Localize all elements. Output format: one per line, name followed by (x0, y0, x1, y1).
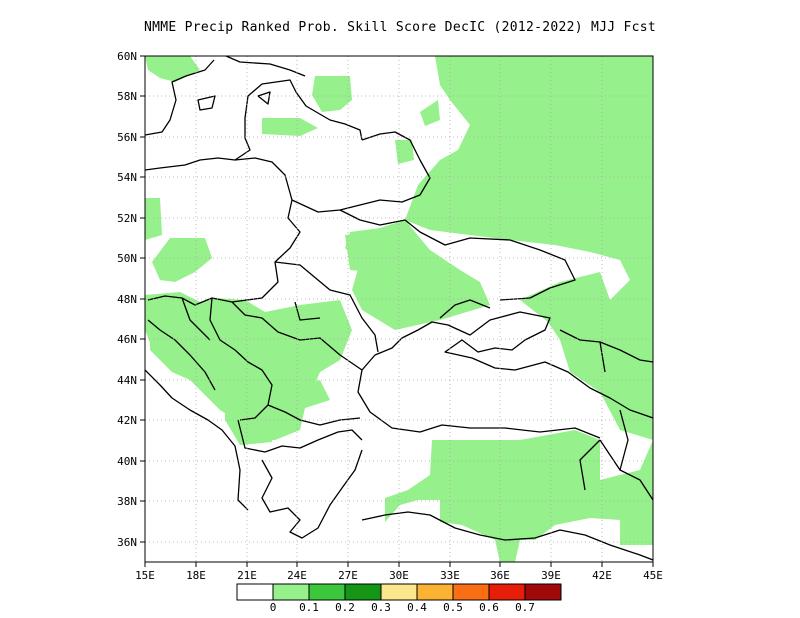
x-tick-label: 36E (490, 569, 510, 582)
colorbar-swatch (344, 583, 382, 601)
x-tick-label: 39E (541, 569, 561, 582)
x-tick-label: 15E (135, 569, 155, 582)
colorbar-swatch (524, 583, 562, 601)
map-title: NMME Precip Ranked Prob. Skill Score Dec… (144, 20, 656, 35)
y-tick-label: 60N (117, 50, 137, 63)
colorbar-swatch (236, 583, 274, 601)
adriatic-coast (145, 369, 249, 511)
colorbar-label: 0.5 (443, 601, 463, 614)
y-tick-label: 46N (117, 333, 137, 346)
x-tick-label: 33E (440, 569, 460, 582)
y-ticks (140, 55, 145, 543)
gridlines (145, 56, 653, 562)
colorbar: 0 0.1 0.2 0.3 0.4 0.5 0.6 0.7 (236, 583, 562, 614)
skill-region-turkey-south (385, 430, 653, 562)
colorbar-label: 0 (270, 601, 277, 614)
azov-coast (439, 299, 491, 319)
caspian-fragment (599, 439, 653, 501)
x-tick-label: 42E (592, 569, 612, 582)
colorbar-swatch (452, 583, 490, 601)
y-tick-label: 58N (117, 90, 137, 103)
colorbar-swatches (236, 583, 562, 601)
y-tick-label: 54N (117, 171, 137, 184)
y-tick-label: 38N (117, 495, 137, 508)
skill-region-central-north (262, 76, 440, 164)
x-tick-label: 30E (389, 569, 409, 582)
y-tick-labels: 60N 58N 56N 54N 52N 50N 48N 46N 44N 42N … (117, 50, 137, 549)
colorbar-swatch (308, 583, 346, 601)
skill-region-northwest (145, 56, 200, 240)
turkey-south-coast (361, 511, 653, 561)
scandinavia-islands (197, 91, 271, 111)
skill-region-east (345, 56, 653, 440)
colorbar-swatch (416, 583, 454, 601)
colorbar-labels: 0 0.1 0.2 0.3 0.4 0.5 0.6 0.7 (270, 601, 535, 614)
national-borders (147, 131, 576, 426)
skill-region-balkans (150, 318, 330, 440)
finland-gulf-coast (225, 56, 306, 77)
colorbar-swatch (272, 583, 310, 601)
colorbar-swatch (488, 583, 526, 601)
x-tick-label: 21E (237, 569, 257, 582)
x-tick-label: 45E (643, 569, 663, 582)
y-tick-label: 36N (117, 536, 137, 549)
coastlines-borders (145, 56, 653, 561)
y-tick-label: 48N (117, 293, 137, 306)
baltic-coast (145, 59, 363, 171)
y-tick-label: 40N (117, 455, 137, 468)
y-tick-label: 50N (117, 252, 137, 265)
y-tick-label: 42N (117, 414, 137, 427)
colorbar-label: 0.4 (407, 601, 427, 614)
colorbar-swatch (380, 583, 418, 601)
x-tick-label: 18E (186, 569, 206, 582)
x-ticks (144, 562, 654, 567)
colorbar-label: 0.3 (371, 601, 391, 614)
x-tick-label: 27E (338, 569, 358, 582)
y-tick-label: 44N (117, 374, 137, 387)
y-tick-label: 52N (117, 212, 137, 225)
colorbar-label: 0.2 (335, 601, 355, 614)
x-tick-label: 24E (287, 569, 307, 582)
colorbar-label: 0.7 (515, 601, 535, 614)
y-tick-label: 56N (117, 131, 137, 144)
caucasus-borders (559, 329, 653, 491)
skill-region-dnieper (345, 232, 395, 272)
colorbar-label: 0.1 (299, 601, 319, 614)
skill-regions (145, 56, 653, 562)
aegean-coast (237, 419, 363, 539)
black-sea-coast (357, 311, 653, 439)
colorbar-label: 0.6 (479, 601, 499, 614)
x-tick-labels: 15E 18E 21E 24E 27E 30E 33E 36E 39E 42E … (135, 569, 663, 582)
